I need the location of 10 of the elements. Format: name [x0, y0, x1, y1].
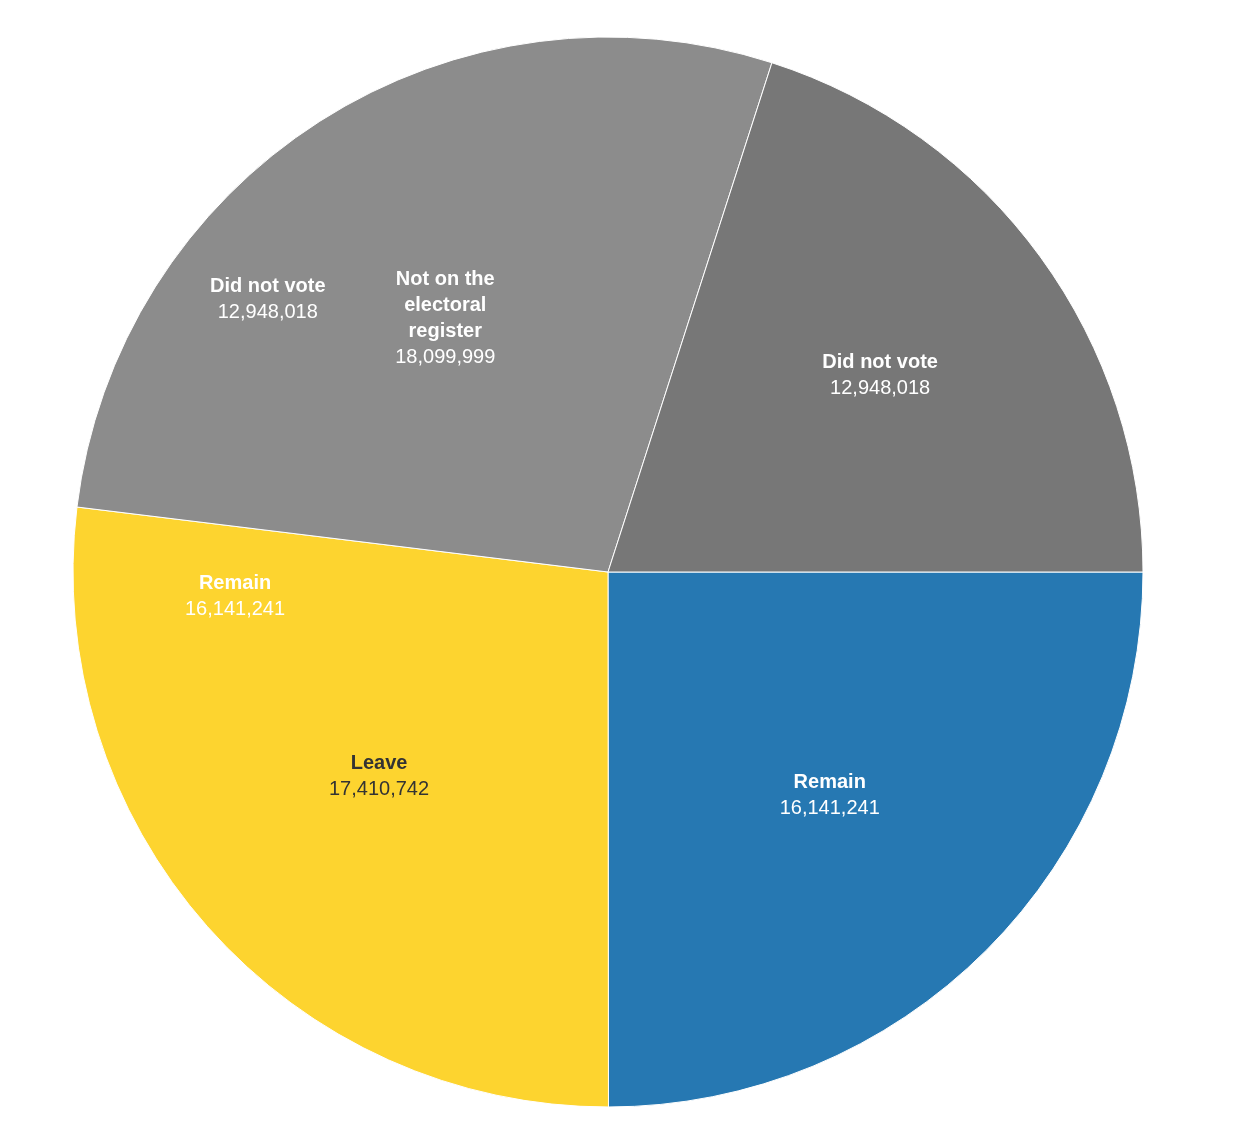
text: Did not vote 12,948,018: [210, 274, 326, 322]
slice-label: Did not vote: [822, 349, 938, 372]
slice-label: Not on the electoral register: [395, 267, 495, 342]
data-label: 16,141,241: [779, 795, 880, 818]
data-label: 12,948,018: [830, 375, 931, 398]
slice-label: Leave: [350, 750, 408, 773]
text: Remain 16,141,241: [185, 571, 286, 619]
data-label: 18,099,999: [395, 345, 496, 368]
data-label: 17,410,742: [328, 776, 430, 799]
slice-label: Remain: [793, 769, 866, 792]
